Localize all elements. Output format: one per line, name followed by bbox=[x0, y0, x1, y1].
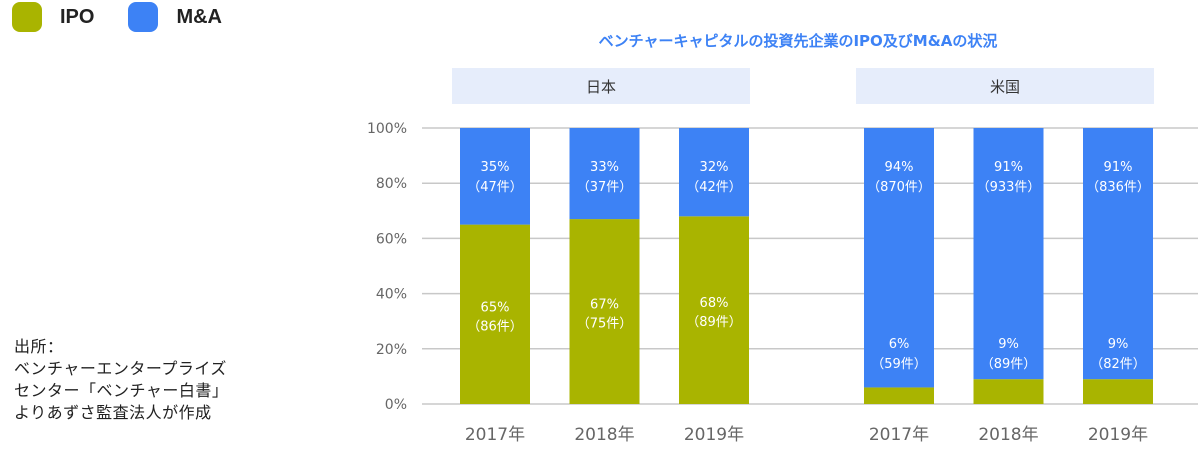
data-label-count: （836件） bbox=[1086, 180, 1150, 195]
x-tick-label: 2018年 bbox=[978, 425, 1038, 445]
legend-label-ipo: IPO bbox=[60, 5, 95, 28]
chart-title: ベンチャーキャピタルの投資先企業のIPO及びM&Aの状況 bbox=[599, 32, 998, 50]
bar-segment-ipo bbox=[460, 224, 530, 404]
data-label-pct: 9% bbox=[998, 337, 1019, 352]
y-tick-label: 100% bbox=[367, 121, 407, 137]
legend: IPO M&A bbox=[12, 2, 256, 32]
y-tick-label: 0% bbox=[385, 397, 407, 413]
x-tick-label: 2019年 bbox=[684, 425, 744, 445]
data-label-pct: 91% bbox=[994, 160, 1023, 175]
bar-segment-ipo bbox=[864, 387, 934, 404]
data-label-count: （89件） bbox=[981, 357, 1037, 372]
group-header bbox=[856, 68, 1154, 104]
bar-segment-ipo bbox=[973, 379, 1044, 404]
x-tick-label: 2018年 bbox=[574, 425, 634, 445]
source-line: よりあずさ監査法人が作成 bbox=[14, 403, 212, 422]
bar-segment-ma bbox=[973, 128, 1044, 380]
data-label-pct: 91% bbox=[1104, 160, 1133, 175]
bar-segment-ma bbox=[460, 128, 530, 225]
source-line: ベンチャーエンタープライズ bbox=[14, 359, 227, 378]
bar-segment-ma bbox=[679, 128, 749, 217]
data-label-pct: 6% bbox=[889, 337, 910, 352]
data-label-pct: 32% bbox=[700, 160, 729, 175]
data-label-pct: 94% bbox=[885, 160, 914, 175]
data-label-count: （47件） bbox=[467, 180, 523, 195]
group-header bbox=[452, 68, 750, 104]
bar-segment-ma bbox=[569, 128, 640, 220]
bar-segment-ipo bbox=[1083, 379, 1153, 404]
bar-segment-ma bbox=[864, 128, 934, 388]
bar-segment-ipo bbox=[569, 219, 640, 404]
x-tick-label: 2019年 bbox=[1088, 425, 1148, 445]
data-label-pct: 65% bbox=[481, 300, 510, 315]
data-label-count: （86件） bbox=[467, 319, 523, 334]
x-tick-label: 2017年 bbox=[869, 425, 929, 445]
legend-swatch-ma bbox=[128, 2, 159, 32]
y-tick-label: 80% bbox=[376, 176, 407, 192]
data-label-count: （59件） bbox=[871, 357, 927, 372]
data-label-count: （75件） bbox=[577, 317, 633, 332]
data-label-count: （933件） bbox=[977, 180, 1041, 195]
data-label-pct: 67% bbox=[590, 298, 619, 313]
data-label-pct: 35% bbox=[481, 160, 510, 175]
legend-item-ma: M&A bbox=[128, 2, 222, 32]
legend-label-ma: M&A bbox=[176, 5, 222, 28]
source-note: 出所： ベンチャーエンタープライズ センター「ベンチャー白書」 よりあずさ監査法… bbox=[14, 336, 228, 424]
bar-segment-ipo bbox=[679, 216, 749, 404]
data-label-count: （870件） bbox=[867, 180, 931, 195]
bar-segment-ma bbox=[1083, 128, 1153, 380]
data-label-pct: 9% bbox=[1108, 337, 1129, 352]
data-label-count: （82件） bbox=[1090, 357, 1146, 372]
x-tick-label: 2017年 bbox=[465, 425, 525, 445]
y-tick-label: 40% bbox=[376, 287, 407, 303]
group-header-label: 日本 bbox=[586, 78, 616, 96]
data-label-pct: 33% bbox=[590, 160, 619, 175]
source-line: 出所： bbox=[14, 337, 64, 356]
data-label-count: （37件） bbox=[577, 180, 633, 195]
data-label-count: （42件） bbox=[686, 180, 742, 195]
y-tick-label: 20% bbox=[376, 342, 407, 358]
data-label-count: （89件） bbox=[686, 315, 742, 330]
legend-item-ipo: IPO bbox=[12, 2, 94, 32]
y-tick-label: 60% bbox=[376, 231, 407, 247]
legend-swatch-ipo bbox=[12, 2, 42, 32]
group-header-label: 米国 bbox=[990, 78, 1020, 96]
source-line: センター「ベンチャー白書」 bbox=[14, 381, 229, 400]
data-label-pct: 68% bbox=[700, 296, 729, 311]
